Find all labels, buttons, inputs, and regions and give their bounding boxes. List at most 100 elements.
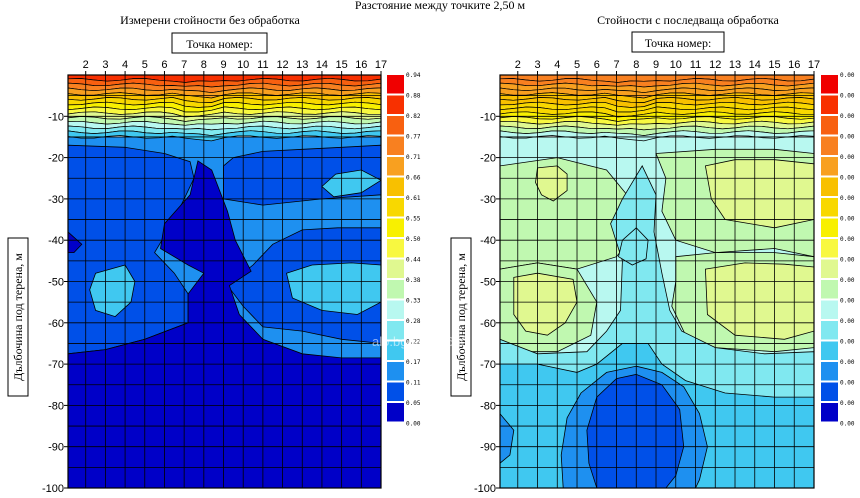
chart-right-scale-label-17: 0.00 xyxy=(840,72,855,79)
chart-left-scale-label-0: 0.00 xyxy=(406,421,421,428)
chart-left-y-tick-40: -40 xyxy=(48,235,64,247)
chart-left-scale-swatch-15 xyxy=(387,95,404,114)
chart-left-scale-swatch-5 xyxy=(387,300,404,319)
chart-right-scale-label-9: 0.00 xyxy=(840,236,855,243)
chart-left-x-tick-15: 15 xyxy=(336,59,348,71)
chart-right-y-tick-100: -100 xyxy=(474,483,496,495)
chart-left-x-tick-9: 9 xyxy=(220,59,226,71)
chart-left-scale-label-8: 0.44 xyxy=(406,257,421,264)
chart-left-y-title: Дълбочина под терена, м xyxy=(11,253,25,381)
chart-left-scale-label-3: 0.17 xyxy=(406,359,421,366)
chart-left-scale-label-2: 0.11 xyxy=(406,380,421,387)
chart-right-contour-region-4 xyxy=(535,165,568,202)
chart-right-scale-label-16: 0.00 xyxy=(840,93,855,100)
chart-right-contour-region-3 xyxy=(704,159,814,229)
chart-right-x-tick-8: 8 xyxy=(633,59,639,71)
chart-left-x-tick-7: 7 xyxy=(181,59,187,71)
chart-right-scale-label-2: 0.00 xyxy=(840,380,855,387)
chart-left-x-title-box: Точка номер: xyxy=(171,32,268,54)
chart-left-x-title: Точка номер: xyxy=(186,37,253,51)
chart-left-y-tick-100: -100 xyxy=(42,483,64,495)
chart-left-x-tick-12: 12 xyxy=(276,59,288,71)
chart-right-scale-label-0: 0.00 xyxy=(840,421,855,428)
chart-right-y-title-box: Дълбочина под терена, м xyxy=(450,237,472,397)
chart-right-y-tick-50: -50 xyxy=(480,277,496,289)
chart-left-scale-swatch-2 xyxy=(387,362,404,381)
chart-left-scale-swatch-14 xyxy=(387,116,404,135)
chart-left-x-tick-4: 4 xyxy=(122,59,128,71)
chart-right-scale-label-7: 0.00 xyxy=(840,277,855,284)
chart-left-scale-label-6: 0.33 xyxy=(406,298,421,305)
chart-right-scale-label-12: 0.00 xyxy=(840,175,855,182)
chart-right-grid xyxy=(500,74,815,489)
chart-right-scale-swatch-15 xyxy=(821,95,838,114)
chart-right-scale-label-1: 0.00 xyxy=(840,400,855,407)
chart-right-scale-swatch-11 xyxy=(821,177,838,196)
chart-left-scale-label-17: 0.94 xyxy=(406,72,421,79)
chart-right-scale-label-8: 0.00 xyxy=(840,257,855,264)
chart-left-x-tick-17: 17 xyxy=(375,59,387,71)
chart-right-scale-swatch-6 xyxy=(821,280,838,299)
chart-right-x-tick-9: 9 xyxy=(653,59,659,71)
chart-right-plot: 2 3 4 5 6 7 8 9 10 11 12 13 14 15 16 17 -10 -20 -30 -40 -50 -… xyxy=(474,59,820,495)
chart-right-y-tick-60: -60 xyxy=(480,318,496,330)
chart-left-x-tick-2: 2 xyxy=(83,59,89,71)
chart-left: Измерени стойности без обработка Точка н… xyxy=(7,13,421,495)
chart-right-x-tick-11: 11 xyxy=(690,59,701,71)
chart-left-y-tick-60: -60 xyxy=(48,318,64,330)
chart-left-scale-label-11: 0.61 xyxy=(406,195,421,202)
page-title: Разстояние между точките 2,50 м xyxy=(355,0,526,12)
chart-right-scale-swatch-7 xyxy=(821,259,838,278)
chart-right-scale-label-14: 0.00 xyxy=(840,134,855,141)
chart-right-scale-label-5: 0.00 xyxy=(840,318,855,325)
chart-left-x-tick-13: 13 xyxy=(296,59,308,71)
chart-right-scale-swatch-0 xyxy=(821,403,838,422)
chart-left-y-tick-80: -80 xyxy=(48,400,64,412)
chart-right-x-tick-6: 6 xyxy=(594,59,600,71)
chart-left-scale-label-13: 0.71 xyxy=(406,154,421,161)
chart-left-scale-swatch-10 xyxy=(387,198,404,217)
chart-left-scale-swatch-3 xyxy=(387,341,404,360)
chart-right-y-tick-70: -70 xyxy=(480,359,496,371)
chart-right-scale-label-6: 0.00 xyxy=(840,298,855,305)
chart-left-contour-region-5 xyxy=(89,264,136,318)
chart-right-x-tick-5: 5 xyxy=(574,59,580,71)
chart-left-scale-swatch-0 xyxy=(387,403,404,422)
chart-right-scale-swatch-2 xyxy=(821,362,838,381)
chart-left-x-tick-11: 11 xyxy=(257,59,268,71)
chart-right-x-tick-3: 3 xyxy=(534,59,540,71)
chart-left-scale-swatch-7 xyxy=(387,259,404,278)
chart-right-x-title-box: Точка номер: xyxy=(631,31,725,53)
chart-left-scale-label-10: 0.55 xyxy=(406,216,421,223)
chart-left-y-tick-50: -50 xyxy=(48,277,64,289)
chart-left-scale-label-12: 0.66 xyxy=(406,175,421,182)
chart-left-grid xyxy=(68,74,382,489)
chart-right-scale-swatch-13 xyxy=(821,136,838,155)
chart-right-scale-swatch-14 xyxy=(821,116,838,135)
chart-left-contour-region-7 xyxy=(321,169,381,198)
chart-right-scale-swatch-3 xyxy=(821,341,838,360)
chart-right-scale-label-10: 0.00 xyxy=(840,216,855,223)
chart-left-color-scale: 0.00 0.05 0.11 0.17 0.22 0.28 0.33 0.38 0.44 0.50… xyxy=(387,72,421,428)
chart-left-x-tick-8: 8 xyxy=(201,59,207,71)
chart-right-y-tick-40: -40 xyxy=(480,235,496,247)
chart-right-y-tick-10: -10 xyxy=(480,111,496,123)
chart-right-x-tick-12: 12 xyxy=(709,59,721,71)
chart-right-y-tick-80: -80 xyxy=(480,400,496,412)
chart-left-scale-label-15: 0.82 xyxy=(406,113,421,120)
chart-right-x-tick-15: 15 xyxy=(768,59,780,71)
chart-right-scale-swatch-12 xyxy=(821,157,838,176)
chart-left-scale-swatch-12 xyxy=(387,157,404,176)
chart-left-scale-label-9: 0.50 xyxy=(406,236,421,243)
chart-right-x-tick-17: 17 xyxy=(808,59,820,71)
chart-right-scale-swatch-8 xyxy=(821,239,838,258)
chart-right-contour-region-8 xyxy=(704,262,814,340)
chart-left-scale-label-7: 0.38 xyxy=(406,277,421,284)
chart-left-plot: 2 3 4 5 6 7 8 9 10 11 12 13 14 15 16 17 -10 -20 -30 -40 -50 -… xyxy=(42,59,387,495)
chart-left-y-tick-70: -70 xyxy=(48,359,64,371)
chart-right-x-tick-2: 2 xyxy=(515,59,521,71)
chart-right-scale-label-4: 0.00 xyxy=(840,339,855,346)
chart-left-scale-swatch-11 xyxy=(387,177,404,196)
chart-right-color-scale: 0.00 0.00 0.00 0.00 0.00 0.00 0.00 0.00 0.00 0.00… xyxy=(821,72,855,428)
